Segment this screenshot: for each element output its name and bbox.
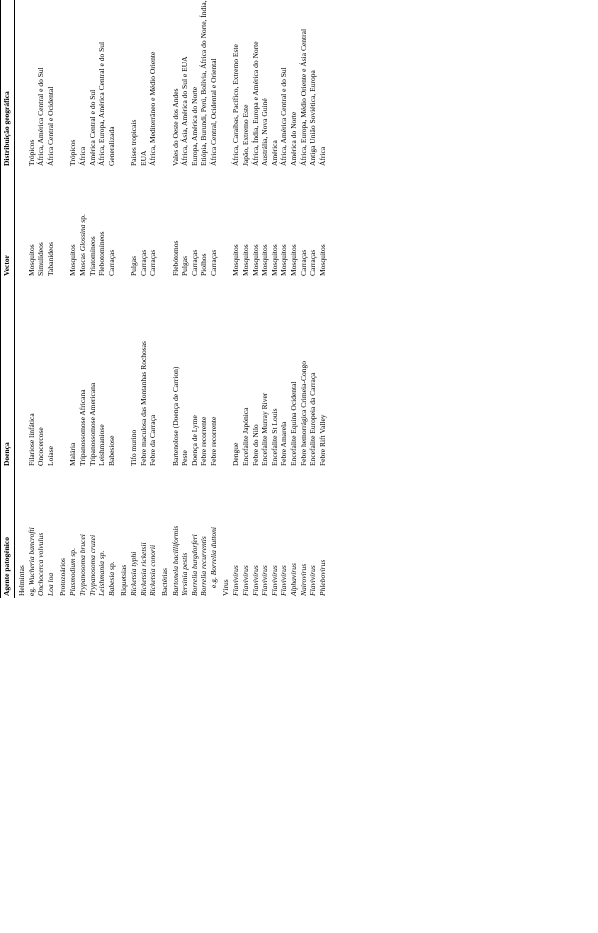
cell-agent: Plasmodium sp. — [69, 468, 79, 598]
table-row: FlavivírusFebre AmarelaMosquitosÁfrica, … — [280, 0, 290, 598]
cell-vector: Carraças — [149, 168, 159, 278]
cell-agent: Babesia sp. — [107, 468, 117, 598]
cell-agent: Ricketsia typhi — [130, 468, 140, 598]
cell-distribution: Países tropicais — [130, 0, 140, 168]
group-header: Protozoários — [56, 0, 69, 598]
table-row: FlavivírusEncefalite JapónicaMosquitosJa… — [241, 0, 251, 598]
cell-disease: Loíase — [47, 278, 57, 468]
group-header: Bactérias — [158, 0, 171, 598]
cell-vector: Mosquitos — [232, 168, 242, 278]
cell-vector: Mosquitos — [241, 168, 251, 278]
cell-vector: Carraças — [309, 168, 319, 278]
cell-disease: Encefalite Europeia da Carraça — [309, 278, 319, 468]
cell-disease: Bartenolose (Doença de Carrion) — [171, 278, 181, 468]
table-row: FlavivírusEncefalite Murray RiverMosquit… — [261, 0, 271, 598]
table-row: Loa loaLoíaseTabanídeosÁfrica Central e … — [47, 0, 57, 598]
cell-vector: Mosquitos — [261, 168, 271, 278]
cell-distribution: África, Caraíbas, Pacífico, Extremo Este — [232, 0, 242, 168]
cell-vector: Moscas Glossina sp. — [78, 168, 88, 278]
cell-agent: Loa loa — [47, 468, 57, 598]
table-row: Babesia sp.BabesioseCarraçasGeneralizada… — [107, 0, 117, 598]
table-row: Leishmania sp.LeishmanioseFlebotomíneosÁ… — [98, 0, 108, 598]
table-row: FlavivírusEncefalite Europeia da Carraça… — [309, 0, 319, 598]
table-row: Ricketsia conoriiFebre da CarraçaCarraça… — [149, 0, 159, 598]
cell-disease: Babesiose — [107, 278, 117, 468]
cell-vector: Tabanídeos — [47, 168, 57, 278]
cell-distribution: Generalizada — [107, 0, 117, 168]
cell-agent: Ricketsia conorii — [149, 468, 159, 598]
cell-disease: Tifo murino — [130, 278, 140, 468]
table-row: AlphavírusEncefalite Equina OcidentalMos… — [290, 0, 300, 598]
cell-disease: Febre Rift Valley — [318, 278, 328, 468]
cell-agent: Flavivírus — [232, 468, 242, 598]
cell-distribution: África, Mediterrâneo e Médio Oriente — [149, 0, 159, 168]
pathogen-table: Agente patogénico Doença Vector Distribu… — [0, 0, 328, 598]
cell-disease: Peste — [181, 278, 191, 468]
cell-vector: Pulgas — [181, 168, 191, 278]
cell-vector: Mosquitos — [318, 168, 328, 278]
cell-vector: Carraças — [210, 168, 220, 278]
cell-distribution: América do Norte — [290, 0, 300, 168]
cell-disease: Encefalite Japónica — [241, 278, 251, 468]
group-header: Helmintas — [14, 0, 27, 598]
cell-distribution: Japão, Extremo Este — [241, 0, 251, 168]
group-header: Vírus — [219, 0, 232, 598]
table-row: Yersinia pestisPestePulgasÁfrica, Ásia, … — [181, 0, 191, 598]
table-row: FlavivírusFebre do NiloMosquitosÁfrica, … — [251, 0, 261, 598]
cell-disease: Febre da Carraça — [149, 278, 159, 468]
cell-agent: Alphavírus — [290, 468, 300, 598]
table-row: Plasmodium sp.MaláriaMosquitosTrópicosFe… — [69, 0, 79, 598]
cell-agent: Leishmania sp. — [98, 468, 108, 598]
cell-distribution: África Central, Ocidental e Oriental — [210, 0, 220, 168]
group-header: Riquetsias — [117, 0, 130, 598]
cell-distribution: Antiga União Soviética, Europa — [309, 0, 319, 168]
cell-disease: Dengue — [232, 278, 242, 468]
cell-agent: e.g. Borrelia duttoni — [210, 468, 220, 598]
col-disease: Doença — [1, 278, 15, 468]
cell-disease: Febre recorrente — [210, 278, 220, 468]
cell-vector: Mosquitos — [69, 168, 79, 278]
cell-distribution: África, Ásia, América do Sul e EUA — [181, 0, 191, 168]
cell-distribution: África — [78, 0, 88, 168]
cell-distribution: Trópicos — [69, 0, 79, 168]
cell-agent: Flavivírus — [309, 468, 319, 598]
table-header-row: Agente patogénico Doença Vector Distribu… — [1, 0, 15, 598]
cell-disease: Malária — [69, 278, 79, 468]
table-row: FlavivírusDengueMosquitosÁfrica, Caraíba… — [232, 0, 242, 598]
cell-disease: Tripanossomose Africana — [78, 278, 88, 468]
cell-vector: Flebotomíneos — [98, 168, 108, 278]
cell-disease: Encefalite Murray River — [261, 278, 271, 468]
cell-distribution: África Central e Ocidental — [47, 0, 57, 168]
cell-distribution: Austrália, Nova Guiné — [261, 0, 271, 168]
cell-disease: Oncocercose — [37, 278, 47, 468]
cell-agent: Yersinia pestis — [181, 468, 191, 598]
table-row: PhlebovírusFebre Rift ValleyMosquitosÁfr… — [318, 0, 328, 598]
col-dist: Distribuição geográfica — [1, 0, 15, 168]
cell-vector: Carraças — [107, 168, 117, 278]
table-body: Helmintaseg. Wucheria bancroftiFilariose… — [14, 0, 328, 598]
col-vector: Vector — [1, 168, 15, 278]
cell-agent: Flavivírus — [241, 468, 251, 598]
cell-vector: Pulgas — [130, 168, 140, 278]
cell-distribution: África — [318, 0, 328, 168]
cell-disease: Encefalite Equina Ocidental — [290, 278, 300, 468]
cell-vector: Mosquitos — [290, 168, 300, 278]
table-row: e.g. Borrelia duttoniFebre recorrenteCar… — [210, 0, 220, 598]
cell-disease: Leishmaniose — [98, 278, 108, 468]
col-agent: Agente patogénico — [1, 468, 15, 598]
cell-agent: Trypanosoma brucei — [78, 468, 88, 598]
table-row: Trypanosoma bruceiTripanossomose African… — [78, 0, 88, 598]
table-row: Ricketsia typhiTifo murinoPulgasPaíses t… — [130, 0, 140, 598]
cell-agent: Phlebovírus — [318, 468, 328, 598]
cell-agent: Flavivírus — [261, 468, 271, 598]
cell-distribution: África, Europa, América Central e do Sul — [98, 0, 108, 168]
